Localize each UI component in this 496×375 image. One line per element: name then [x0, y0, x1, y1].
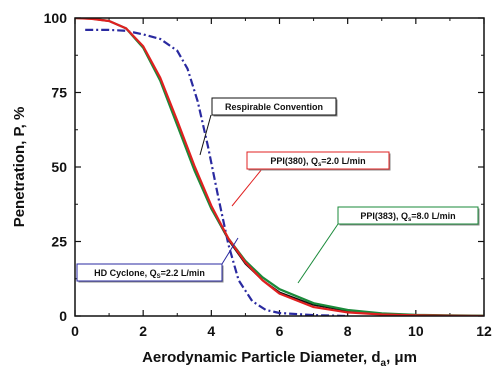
series-line-1	[75, 18, 484, 316]
annotations: Respirable Convention PPI(380), Qs=2.0 L/…	[76, 97, 480, 284]
x-tick-label: 6	[276, 323, 284, 339]
x-axis-label: Aerodynamic Particle Diameter, da, μm	[142, 349, 417, 369]
y-tick-label: 100	[44, 10, 68, 26]
annotation-leader	[221, 237, 239, 265]
annotation-leader	[297, 223, 339, 284]
annotation-label: PPI(380), Qs=2.0 L/min	[270, 156, 365, 168]
x-tick-label: 2	[139, 323, 147, 339]
annotation-label: PPI(383), Qs=8.0 L/min	[360, 211, 455, 223]
x-tick-label: 0	[71, 323, 79, 339]
y-axis-label: Penetration, P, %	[11, 107, 28, 228]
series-lines	[75, 18, 484, 316]
annotation-box	[337, 206, 479, 225]
annotation-leader	[199, 114, 212, 156]
axes: 0 2 4 6 8 10 12 0 25 50 75 100 Aerodynamic Particle …	[11, 10, 492, 369]
series-line-3	[85, 28, 348, 316]
annotation-box	[211, 97, 337, 116]
y-tick-label: 25	[51, 234, 67, 250]
x-tick-label: 8	[344, 323, 352, 339]
annotation-box	[76, 263, 223, 282]
annotation-label: Respirable Convention	[225, 102, 323, 112]
plot-frame	[74, 17, 485, 317]
annotation-label: HD Cyclone, QS=2.2 L/min	[94, 268, 205, 280]
x-tick-label: 10	[408, 323, 424, 339]
y-tick-label: 0	[59, 308, 67, 324]
y-tick-label: 75	[51, 85, 67, 101]
y-tick-label: 50	[51, 159, 67, 175]
annotation-leader	[231, 168, 263, 207]
annotation-box	[246, 151, 390, 170]
x-tick-label: 4	[207, 323, 215, 339]
x-tick-label: 12	[476, 323, 492, 339]
plot-border	[74, 17, 485, 317]
